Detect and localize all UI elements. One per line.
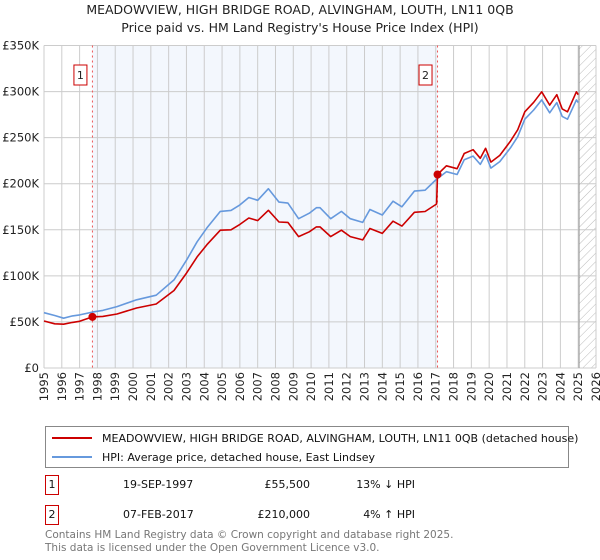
x-tick-label: 2016 [411, 372, 425, 401]
y-tick-label: £0 [24, 361, 39, 375]
sale-label: 2 [422, 69, 429, 82]
y-tick-label: £250K [2, 131, 39, 145]
hpi-line [43, 99, 579, 319]
legend-label: MEADOWVIEW, HIGH BRIDGE ROAD, ALVINGHAM,… [102, 431, 579, 445]
sale-hpi-diff: 13% ↓ HPI [356, 478, 415, 491]
y-tick-label: £100K [2, 269, 39, 283]
x-tick-label: 2020 [482, 372, 496, 401]
x-tick-label: 2000 [126, 372, 140, 401]
x-tick-label: 2024 [553, 372, 567, 401]
y-tick-label: £150K [2, 223, 39, 237]
x-tick-label: 2019 [464, 372, 478, 401]
y-tick-label: £300K [2, 85, 39, 99]
x-tick-label: 2014 [375, 372, 389, 401]
x-tick-label: 2005 [215, 372, 229, 401]
x-tick-label: 1995 [37, 372, 51, 401]
legend: MEADOWVIEW, HIGH BRIDGE ROAD, ALVINGHAM,… [45, 426, 578, 468]
blue-line-swatch [52, 456, 92, 458]
sale-label: 1 [77, 69, 84, 82]
price-paid-line [43, 91, 579, 325]
x-tick-label: 2013 [358, 372, 372, 401]
x-tick-label: 2007 [251, 372, 265, 401]
price-chart: 1995 1996 1997 1998 1999 2000 2001 2002 2003 2004… [2, 39, 600, 402]
sale-marker: 2 [45, 505, 59, 525]
x-tick-label: 2006 [233, 372, 247, 401]
between-sales-shade [92, 45, 438, 368]
y-tick-label: £200K [2, 177, 39, 191]
sale-date: 19-SEP-1997 [123, 478, 194, 491]
x-tick-label: 2001 [144, 372, 158, 401]
x-tick-label: 2021 [500, 372, 514, 401]
footer-line-2: This data is licensed under the Open Gov… [45, 542, 380, 554]
x-tick-label: 1997 [73, 372, 87, 401]
sale-price: £55,500 [264, 478, 311, 491]
chart-subtitle: Price paid vs. HM Land Registry's House … [121, 20, 479, 35]
footer-line-1: Contains HM Land Registry data © Crown c… [45, 529, 454, 541]
x-tick-label: 2018 [447, 372, 461, 401]
x-tick-label: 2002 [162, 372, 176, 401]
x-tick-label: 1999 [108, 372, 122, 401]
sale-label-box [73, 64, 88, 86]
x-tick-label: 2023 [536, 372, 550, 401]
forecast-hatch [579, 45, 596, 368]
sale-point [433, 170, 442, 179]
legend-item-hpi: HPI: Average price, detached house, East… [46, 448, 375, 466]
sale-label-box [418, 64, 433, 86]
x-tick-label: 2015 [393, 372, 407, 401]
x-tick-label: 2011 [322, 372, 336, 401]
footer: Contains HM Land Registry data © Crown c… [45, 529, 453, 555]
x-tick-label: 2004 [197, 372, 211, 401]
x-tick-label: 1996 [55, 372, 69, 401]
x-tick-label: 2003 [179, 372, 193, 401]
sale-price: £210,000 [257, 508, 311, 521]
y-tick-label: £350K [2, 39, 39, 53]
legend-item-property: MEADOWVIEW, HIGH BRIDGE ROAD, ALVINGHAM,… [46, 429, 578, 447]
y-tick-label: £50K [10, 315, 40, 329]
sale-row-2: 2 07-FEB-2017 £210,000 4% ↑ HPI [45, 505, 445, 525]
x-tick-label: 2010 [304, 372, 318, 401]
legend-label: HPI: Average price, detached house, East… [102, 450, 376, 464]
sale-hpi-diff: 4% ↑ HPI [363, 508, 415, 521]
x-tick-label: 2017 [429, 372, 443, 401]
chart-title: MEADOWVIEW, HIGH BRIDGE ROAD, ALVINGHAM,… [86, 2, 514, 17]
sale-date: 07-FEB-2017 [123, 508, 194, 521]
x-tick-label: 2026 [589, 372, 600, 401]
x-tick-label: 2022 [518, 372, 532, 401]
x-tick-label: 2025 [571, 372, 585, 401]
x-tick-label: 1998 [90, 372, 104, 401]
sale-marker: 1 [45, 475, 59, 495]
sale-row-1: 1 19-SEP-1997 £55,500 13% ↓ HPI [45, 475, 445, 495]
x-tick-label: 2009 [286, 372, 300, 401]
x-tick-label: 2012 [340, 372, 354, 401]
x-tick-label: 2008 [268, 372, 282, 401]
sale-point [88, 312, 97, 321]
red-line-swatch [52, 437, 92, 439]
